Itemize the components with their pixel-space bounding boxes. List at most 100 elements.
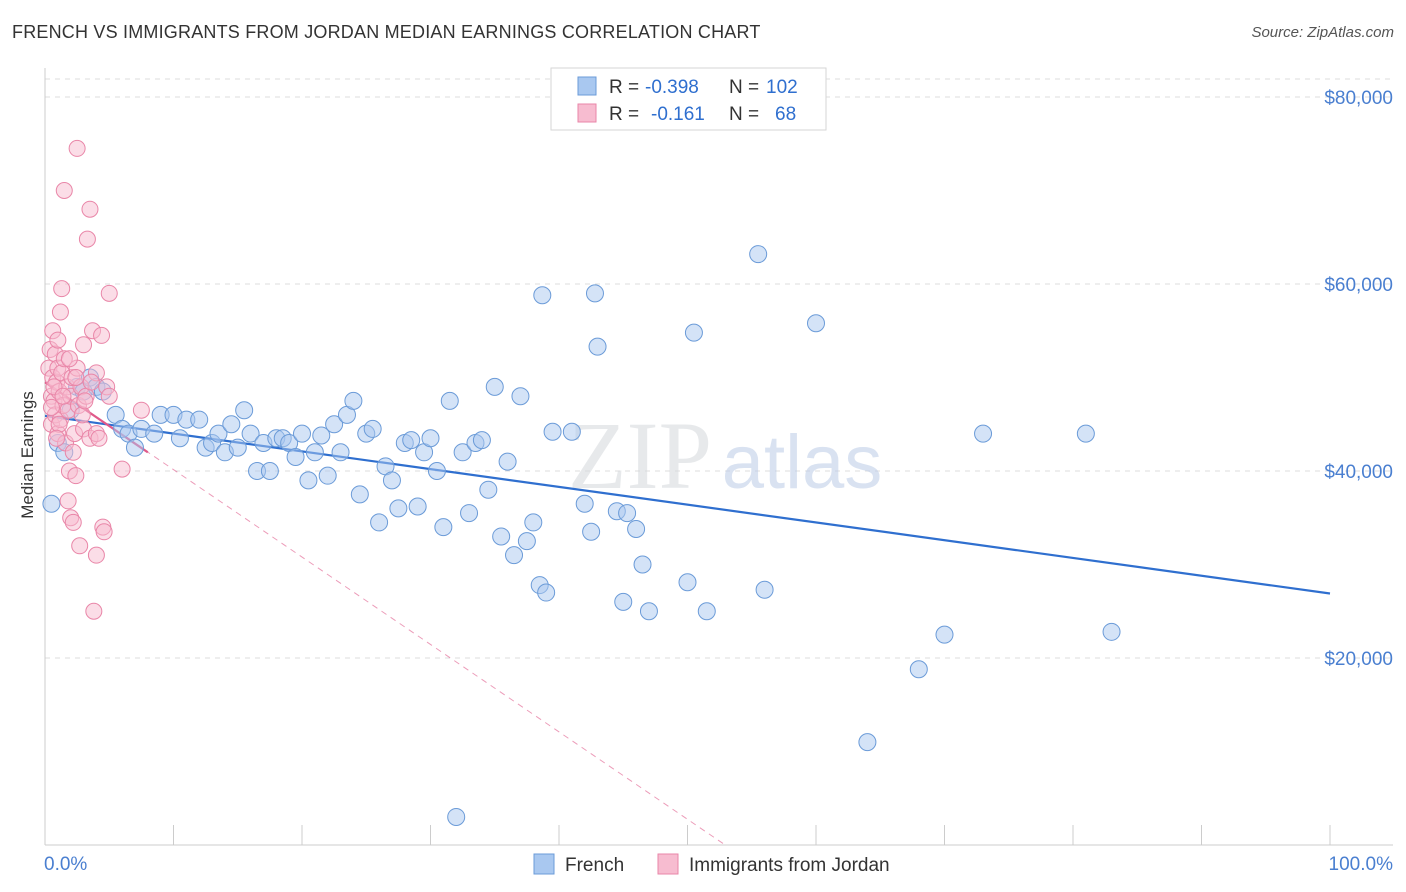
- french-point: [170, 429, 189, 448]
- french-point: [331, 443, 350, 462]
- y-axis-label: Median Earnings: [18, 391, 37, 519]
- jordan-point: [100, 387, 118, 405]
- jordan-point: [113, 460, 131, 478]
- french-point: [909, 660, 928, 679]
- french-point: [350, 485, 369, 504]
- jordan-point: [78, 230, 96, 248]
- french-point: [697, 602, 716, 621]
- french-point: [370, 513, 389, 532]
- french-point: [537, 583, 556, 602]
- jordan-point: [55, 182, 73, 199]
- french-point: [684, 323, 703, 342]
- y-tick-label: $20,000: [1324, 649, 1393, 670]
- french-point: [286, 447, 305, 466]
- french-swatch: [577, 76, 597, 96]
- french-point: [434, 518, 453, 537]
- french-point: [974, 424, 993, 443]
- jordan-point: [100, 284, 118, 302]
- jordan-point: [50, 415, 68, 433]
- jordan-point: [48, 429, 66, 447]
- french-points: [42, 245, 1121, 826]
- french-point: [305, 443, 324, 462]
- jordan-point: [93, 326, 111, 344]
- french-point: [639, 602, 658, 621]
- watermark-zip: ZIP: [568, 402, 712, 509]
- french-point: [344, 391, 363, 410]
- jordan-point: [76, 392, 94, 410]
- french-point: [447, 807, 466, 826]
- french-point: [633, 555, 652, 574]
- gridlines: [45, 78, 1393, 659]
- french-point: [755, 580, 774, 599]
- jordan-point: [68, 139, 86, 157]
- french-point: [382, 471, 401, 490]
- jordan-point: [64, 513, 82, 531]
- french-point: [402, 431, 421, 450]
- french-point: [125, 438, 144, 457]
- jordan-point: [87, 546, 105, 564]
- french-point: [299, 471, 318, 490]
- french-n-value: 102: [766, 77, 798, 98]
- french-point: [472, 431, 491, 450]
- french-point: [585, 284, 604, 303]
- french-point: [505, 546, 524, 565]
- chart-title: FRENCH VS IMMIGRANTS FROM JORDAN MEDIAN …: [12, 22, 761, 42]
- french-point: [492, 527, 511, 546]
- french-point: [318, 466, 337, 485]
- french-point: [325, 415, 344, 434]
- jordan-point: [59, 492, 77, 510]
- jordan-r-label: R =: [609, 104, 639, 125]
- french-r-label: R =: [609, 77, 639, 98]
- stats-legend: R = -0.398 N = 102 R = -0.161 N = 68: [550, 67, 827, 131]
- x-tick-labels: 0.0% 100.0%: [44, 854, 1393, 875]
- legend-jordan-label: Immigrants from Jordan: [689, 855, 890, 876]
- french-point: [479, 480, 498, 499]
- watermark-atlas: atlas: [722, 420, 883, 505]
- x-tick-label-min: 0.0%: [44, 854, 87, 875]
- jordan-point: [75, 336, 93, 354]
- jordan-point: [85, 602, 103, 620]
- french-point: [627, 519, 646, 538]
- legend-jordan-swatch: [657, 853, 679, 875]
- legend-french-swatch: [533, 853, 555, 875]
- jordan-point: [49, 331, 67, 349]
- jordan-point: [132, 401, 150, 419]
- french-point: [363, 419, 382, 438]
- stats-legend-box: [550, 67, 827, 131]
- french-point: [453, 443, 472, 462]
- legend-french-label: French: [565, 855, 624, 876]
- french-point: [440, 391, 459, 410]
- chart-source: Source: ZipAtlas.com: [1251, 24, 1394, 41]
- french-n-label: N =: [729, 77, 759, 98]
- french-point: [807, 314, 825, 333]
- french-point: [588, 337, 607, 356]
- french-point: [460, 504, 479, 523]
- french-point: [485, 377, 504, 396]
- jordan-point: [64, 443, 82, 461]
- jordan-point: [42, 398, 60, 416]
- french-point: [618, 504, 637, 523]
- french-point: [858, 733, 877, 752]
- french-point: [312, 426, 331, 445]
- jordan-trend-extension: [44, 381, 726, 846]
- jordan-point: [82, 373, 100, 391]
- jordan-n-value: 68: [775, 104, 796, 125]
- jordan-point: [67, 369, 85, 386]
- french-point: [421, 429, 440, 448]
- french-point: [209, 424, 228, 443]
- french-point: [749, 245, 768, 264]
- french-point: [524, 513, 543, 532]
- x-tick-label-max: 100.0%: [1329, 854, 1394, 875]
- french-point: [1076, 424, 1095, 443]
- french-point: [498, 452, 517, 471]
- jordan-point: [67, 467, 85, 485]
- y-tick-label: $80,000: [1324, 88, 1393, 109]
- french-point: [42, 494, 61, 513]
- french-point: [222, 415, 241, 434]
- french-point: [235, 401, 254, 420]
- french-point: [582, 522, 601, 541]
- jordan-point: [53, 280, 71, 298]
- jordan-point: [73, 406, 91, 424]
- french-r-value: -0.398: [645, 77, 699, 98]
- watermark: ZIP atlas: [568, 402, 882, 509]
